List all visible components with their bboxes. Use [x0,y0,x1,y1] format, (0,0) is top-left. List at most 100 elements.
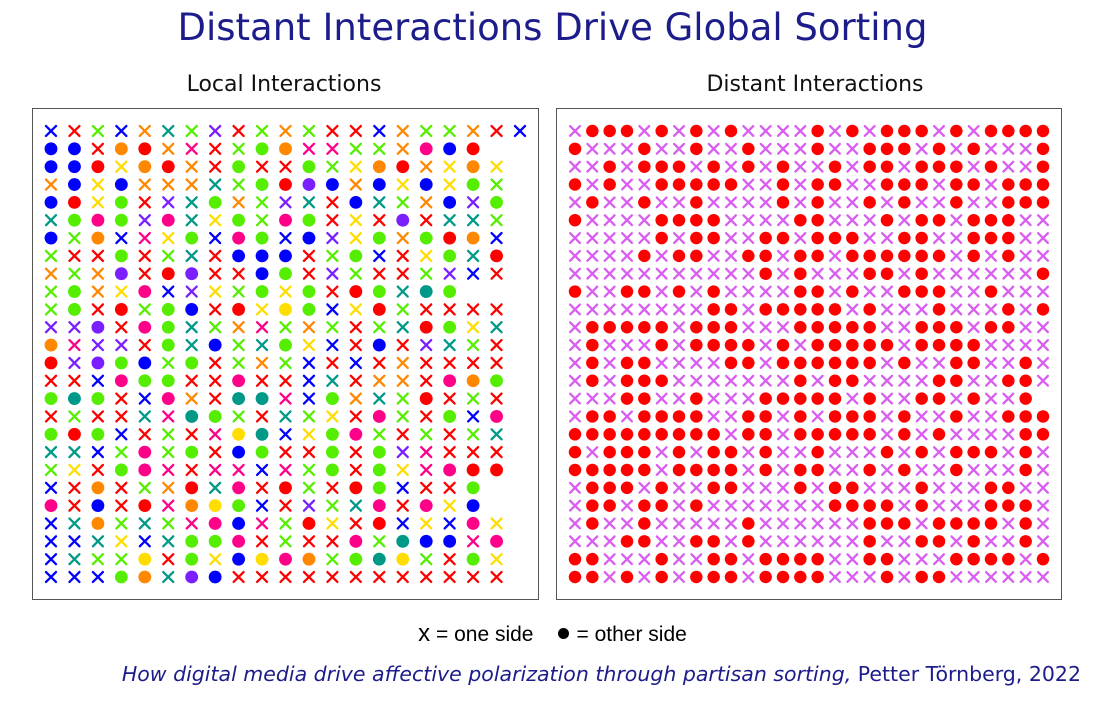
distant-dot-marker [811,321,824,334]
distant-x-marker [880,481,894,494]
distant-dot-marker [655,499,668,512]
distant-x-marker [846,178,859,191]
distant-x-marker [967,570,980,584]
local-x-marker [466,356,480,370]
distant-dot-marker [811,338,824,352]
local-x-marker [185,214,198,227]
distant-x-marker [672,142,686,155]
local-x-marker [349,178,362,191]
distant-x-marker [880,535,894,548]
local-dot-marker [185,356,199,370]
distant-dot-marker [794,374,807,388]
local-x-marker [373,214,386,227]
distant-dot-marker [863,249,876,263]
distant-dot-marker [915,231,928,245]
local-dot-marker [466,160,480,174]
local-dot-marker [372,463,386,477]
local-x-marker [326,481,339,494]
local-dot-marker [255,285,269,298]
local-dot-marker [138,570,152,584]
local-x-marker [209,285,222,298]
distant-dot-marker [724,481,738,495]
local-x-marker [443,124,456,138]
distant-dot-marker [950,178,963,191]
distant-dot-marker [967,178,980,191]
distant-x-marker [707,267,720,280]
local-x-marker [302,499,316,512]
distant-x-marker [1002,570,1015,584]
distant-dot-marker [967,356,980,370]
distant-dot-marker [1036,303,1050,316]
local-x-marker [115,160,128,173]
distant-x-marker [898,535,911,548]
local-x-marker [349,356,362,370]
local-dot-marker [68,195,81,209]
local-dot-marker [161,267,175,281]
distant-x-marker [568,356,582,369]
local-dot-marker [443,463,457,477]
distant-x-marker [586,285,599,298]
local-dot-marker [302,285,316,298]
local-x-marker [279,160,292,173]
distant-x-marker [568,249,582,262]
local-x-marker [326,303,339,316]
local-dot-marker [138,445,152,459]
local-dot-marker [325,178,339,191]
distant-dot-marker [846,338,859,352]
local-x-marker [209,356,222,370]
distant-dot-marker [672,463,686,477]
distant-x-marker [915,196,928,209]
local-x-marker [490,124,503,138]
distant-x-marker [1036,339,1050,352]
local-x-marker [302,196,316,209]
distant-dot-marker [620,374,634,388]
local-x-marker [255,463,269,477]
distant-x-marker [638,232,651,245]
local-dot-marker [44,160,58,174]
distant-x-marker [880,410,894,423]
distant-dot-marker [707,338,720,352]
local-dot-marker [372,499,386,513]
distant-x-marker [638,481,651,494]
distant-dot-marker [776,392,790,405]
local-dot-marker [255,427,269,441]
distant-dot-marker [724,463,738,477]
distant-dot-marker [863,267,876,280]
distant-x-marker [932,178,946,191]
distant-dot-marker [690,535,703,548]
distant-x-marker [759,374,772,387]
distant-dot-marker [984,321,998,334]
distant-dot-marker [655,338,668,352]
distant-dot-marker [707,178,720,191]
distant-dot-marker [620,445,634,459]
distant-x-marker [603,570,616,584]
local-dot-marker [114,195,128,209]
distant-x-marker [638,570,651,584]
distant-dot-marker [776,303,790,316]
local-dot-marker [208,499,222,513]
local-dot-marker [255,249,269,263]
local-x-marker [466,410,480,423]
distant-x-marker [1036,356,1050,369]
distant-dot-marker [846,321,859,334]
local-x-marker [279,321,292,334]
local-dot-marker [91,517,105,530]
distant-dot-marker [690,196,703,209]
distant-dot-marker [568,178,582,191]
distant-x-marker [1019,160,1032,173]
distant-x-marker [794,178,807,191]
local-x-marker [396,124,409,138]
local-dot-marker [255,142,269,156]
distant-x-marker [967,374,980,387]
local-x-marker [396,392,409,405]
distant-x-marker [1002,160,1015,173]
distant-dot-marker [1019,517,1032,530]
local-x-marker [138,214,151,227]
local-x-marker [420,553,433,566]
local-dot-marker [372,231,386,245]
distant-x-marker [620,267,634,280]
distant-dot-marker [742,517,755,530]
local-x-marker [443,481,456,494]
distant-dot-marker [586,570,599,584]
distant-dot-marker [707,445,720,459]
